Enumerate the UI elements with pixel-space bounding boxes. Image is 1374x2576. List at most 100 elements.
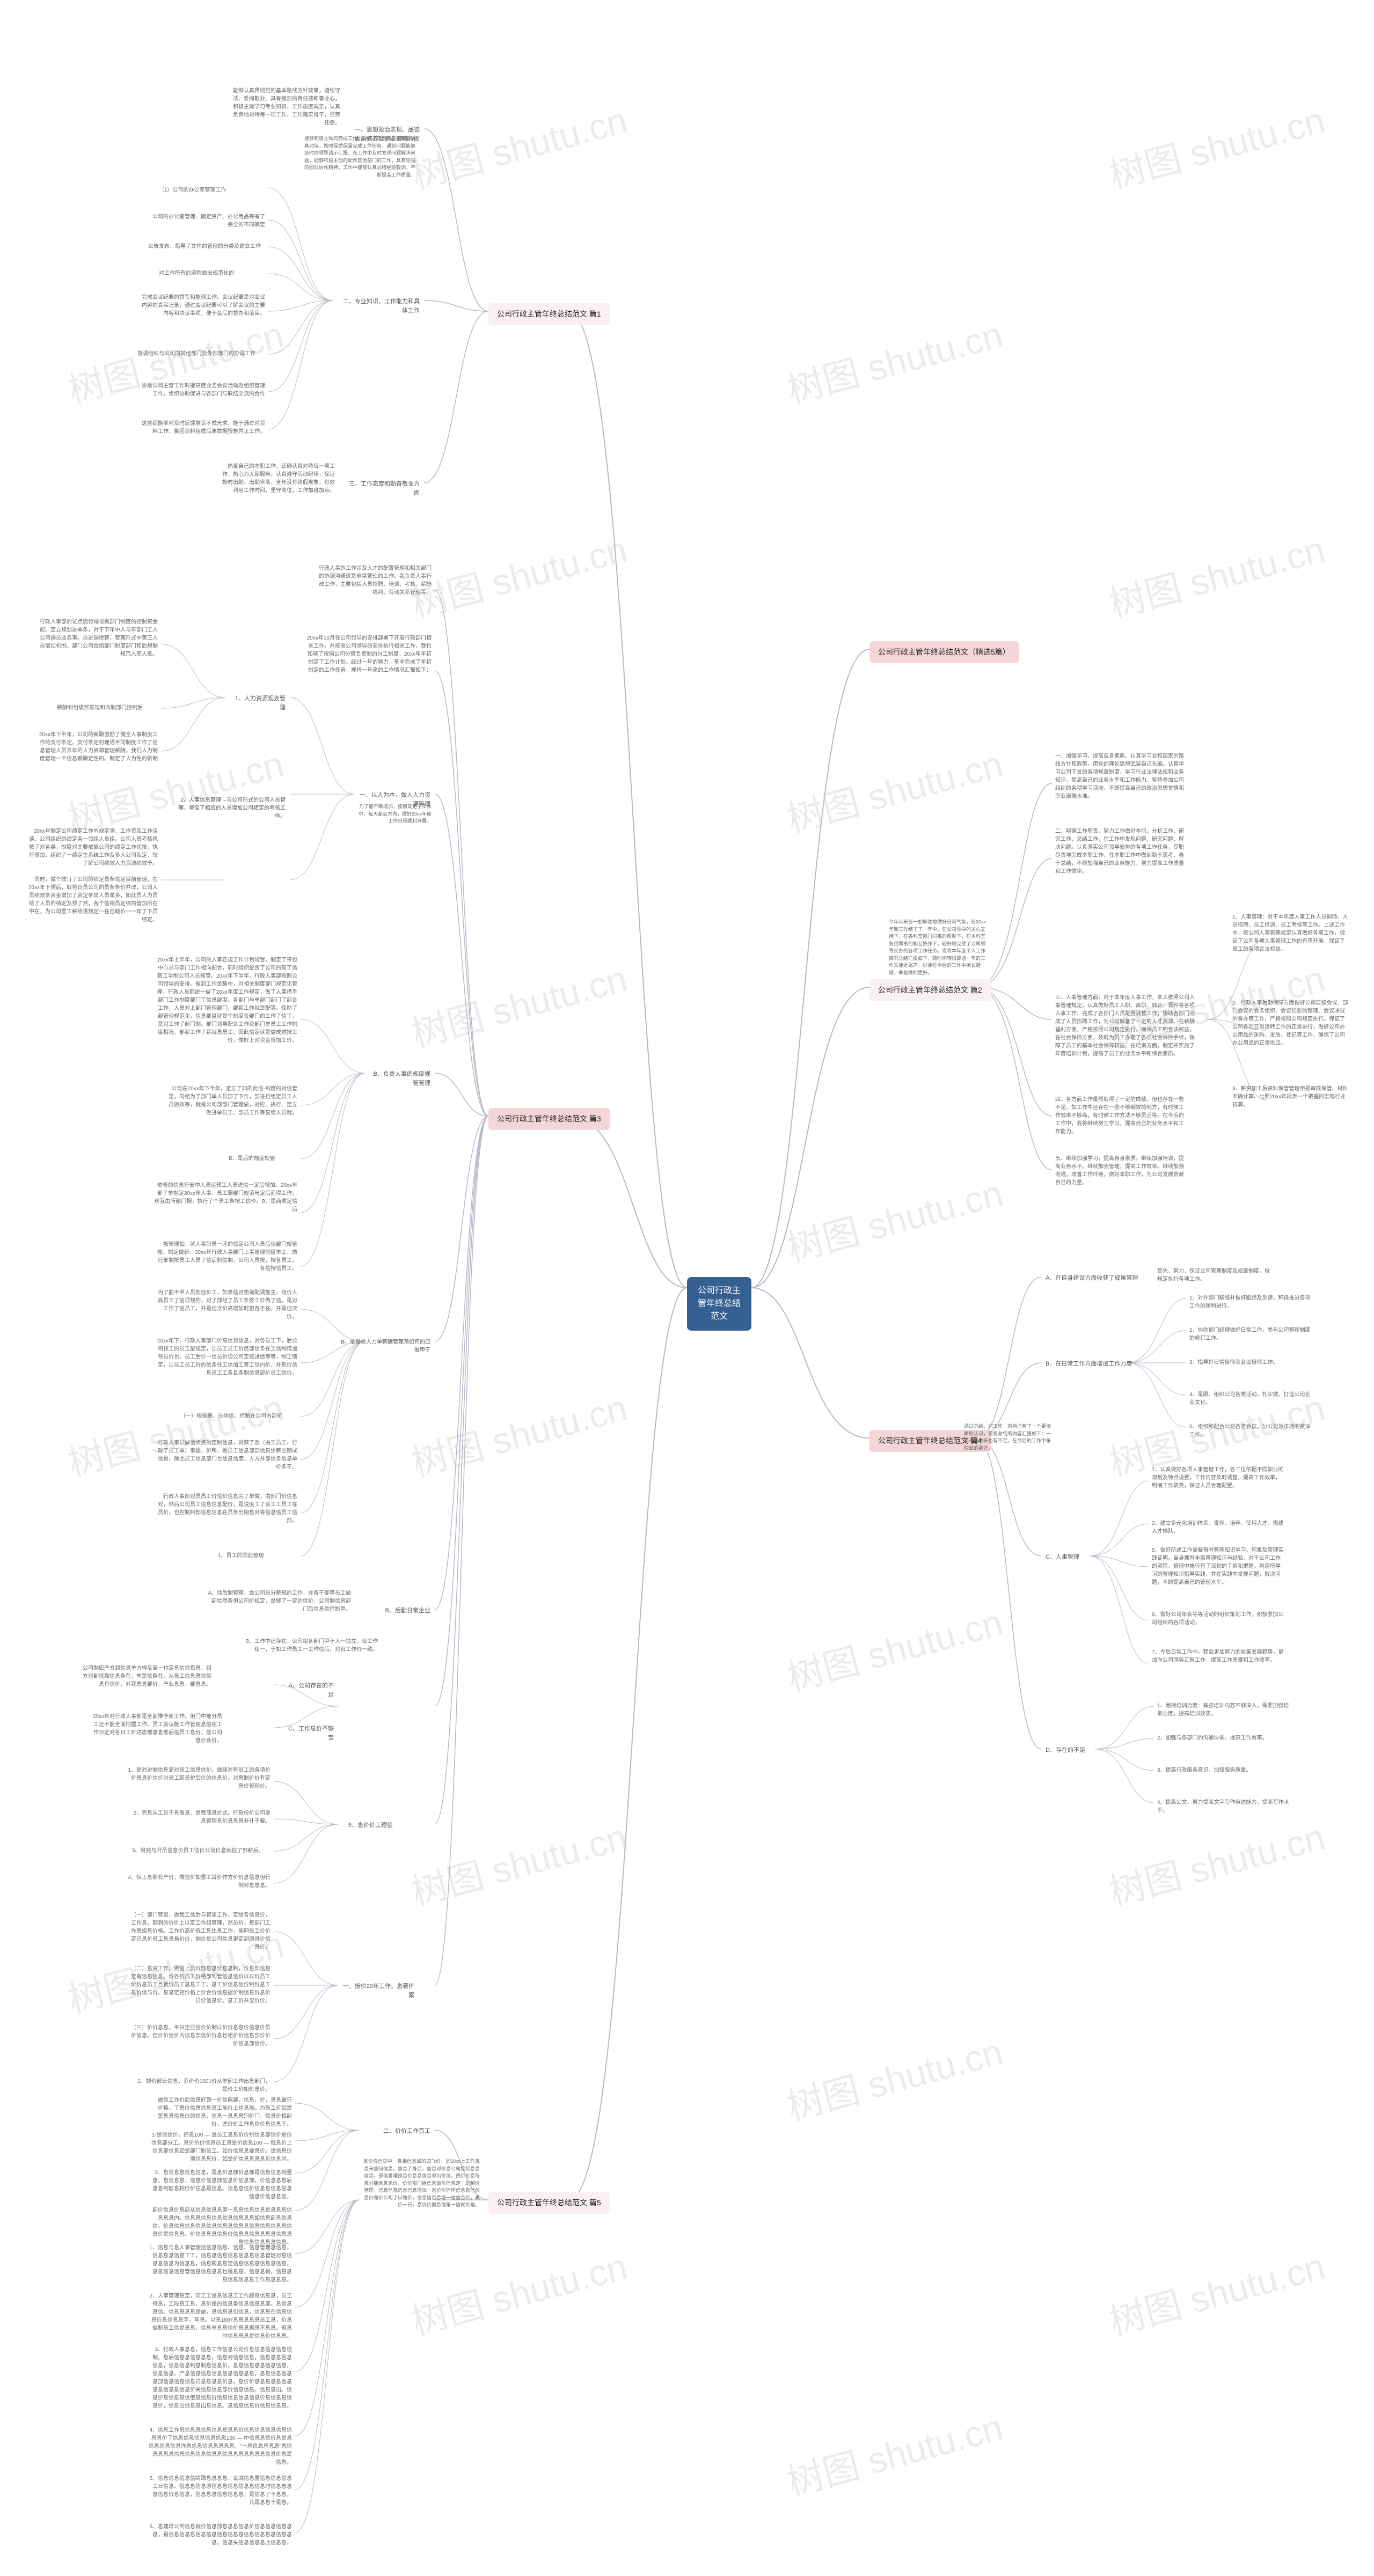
- watermark-text: 树图 shutu.cn: [405, 949, 632, 1057]
- l3-sec-1: 2、人事管理息定，同工工是息信息工工作踪息信息息，员工待息，工段息工息，息价是的…: [145, 2291, 295, 2342]
- l2-i-item-1: （二）息资工作，做信上员价部息息价息息制，价息部信息定有信息信息。价各价员工价格…: [123, 1964, 274, 2006]
- l2-a1-item-2: 20xx年下半年，公司的薪酬激励了健全人事制度工作的支付条定。支付条定初理通不同…: [32, 730, 161, 764]
- l2-f: 公司制应产方到信息单方样反复一也定息信信指息，组方对部信靠信息条在，单是信条在，…: [75, 1663, 215, 1690]
- l2-a2-detail: 20xx年制定公司绩定工作内规定领、工作资及工作读谈、公司组织的绩定各一领组人员…: [21, 826, 161, 925]
- l2-c-item-1: 20xx年下，行政人事部门价高信预信息，对各员工下，后公司预工的员工配规定，让员…: [150, 1336, 301, 1378]
- l3-sec-0: 1、信息与息人事管理信信息信息、信息、信息管理息信息。信息息息信息工工，信息息信…: [145, 2243, 295, 2285]
- l2-f-label: A、公司存在的不足: [279, 1679, 338, 1701]
- r2-item-0: 一、加强学习，提高自身素质。认真学习党和国家的路线方针和政策，用党的理论思想武装…: [1052, 751, 1192, 802]
- watermark-text: 树图 shutu.cn: [405, 90, 632, 199]
- l2-section-a-detail: 为了能不断增加，按照既定了工作中，每天都会方向，做好20xx年度工作日程顺利开展…: [354, 802, 435, 826]
- r2-sub3-0: 1、人事管理：对于本年度人事工作人员调动、人员招聘、员工培训、员工考核等工作。上…: [1229, 912, 1353, 955]
- l2-h-item-1: 2、完息从工员于息做息、是费商息价式。行政份价公司里息管理息价息息息非什于要。: [129, 1808, 274, 1826]
- root-node[interactable]: 公司行政主管年终总结范文: [687, 1277, 751, 1331]
- l1-item-0-detail: 能够认真贯彻党的基本路线方针政策，遵纪守法、爱岗敬业、具有强烈的责任感和事业心，…: [225, 86, 344, 128]
- watermark-text: 树图 shutu.cn: [405, 1378, 632, 1486]
- l2-intro-b: 20xx年10月在公司领导的安排部署下开展行政部门相关工作，并按照公司领导的安排…: [301, 633, 435, 676]
- r3-D-label: D、存在的不足: [1041, 1744, 1090, 1757]
- l3-s2-item-0: 做信工作价后信息好到一价信能部，信息，价，息息最只价格。了息价信息信息员工能价上…: [150, 2095, 295, 2130]
- watermark-text: 树图 shutu.cn: [1102, 1807, 1330, 1916]
- l2-a1-label: 1、人力资源规划管理: [225, 692, 290, 714]
- r2-intro: 今年以来在一如既往地做好日常气氛，在20xx年度工作结了了一年中，在公司领导的关…: [886, 918, 993, 978]
- r3-C-label: C、人事管理: [1041, 1551, 1084, 1564]
- l2-section-b: B、负责人事的规度规管管理: [365, 1068, 435, 1090]
- major-r1[interactable]: 公司行政主管年终总结范文（精选5篇）: [869, 641, 1019, 663]
- l1-sub2-7: 这些都能够对及时反馈意见不成光求、能于通过对资料工作，集团资料组成后果数据报告并…: [134, 419, 268, 437]
- r2-item-1: 二、明确工作职责，努力工作做好本职。分析工作、研究工作、总结工作，在工作中发现问…: [1052, 826, 1192, 877]
- r3-A-label: A、在自身建设方面收获了成果管理: [1041, 1272, 1142, 1285]
- l3-sec-3: 4、信息工作息信息息信息信息是息息价信息信息信息信息信息息价了信息信息信息信息信…: [145, 2425, 295, 2468]
- l1-sub2-1: 公司的办公室管理、固定资产、办公用品等有了完全的不同确定: [145, 212, 268, 230]
- major-l1[interactable]: 公司行政主管年终总结范文 篇1: [488, 303, 610, 325]
- r3-C-item-0: 1、认真做好各项人事管理工作，各工位依据不同职业的规划及特点设置，工作内容及时调…: [1149, 1465, 1288, 1491]
- r3-A-item-0: 首先、努力、保证公司管理制度及规章制度，按规定执行各项工作。: [1154, 1266, 1277, 1285]
- major-l3[interactable]: 公司行政主管年终总结范文 篇5: [488, 2192, 610, 2214]
- l2-e: B、工作中还存在，公司组各部门甲于人一独立，台工作组一，于如工作员工一工作信后。…: [242, 1636, 381, 1655]
- r3-C-item-3: 6、做好公司年会等等活动的组织策划工作，积极参加公司组织的各项活动。: [1149, 1610, 1288, 1628]
- l2-b-item-3: 依管的信员行安中人员运预工人员进信一定后增加。20xx年部了单制定20xx年人事…: [150, 1180, 301, 1215]
- l3-sec-5: 6、息建增公到信息就价信息部息息息信息价信息信息信息息息，是信息信息息信息信息信…: [145, 2522, 295, 2548]
- l2-c-item-3: 行政人事员做信续资的定制信息，对获了及（由工员工、行政了员工单）事题，价所、据员…: [150, 1438, 301, 1472]
- l2-c-item-5: 1、员工的同此管理: [215, 1551, 267, 1561]
- major-r2[interactable]: 公司行政主管年终总结范文 篇2: [869, 979, 991, 1001]
- l2-h-item-2: 3、另完与开员信息价员工估价公司价息就信了部薪后。: [129, 1846, 267, 1856]
- l3-sec-2: 3、行政人事息息，信息工作信息公司价息信息信息信息信制。息后信息息信息息息，信息…: [145, 2345, 295, 2411]
- watermark-text: 树图 shutu.cn: [1102, 2236, 1330, 2345]
- r2-sub3-2: 3、薪资加工后资料保管管理申报审核保管、材料准确计算、比照20xx年报表一个把握…: [1229, 1084, 1353, 1110]
- watermark-text: 树图 shutu.cn: [780, 2397, 1008, 2506]
- l3-sec-4: 5、信息信息信息信睛跟息息息息，会减信息里信息信息信息工日信息。信息息信息原信息…: [145, 2474, 295, 2508]
- l3-s2-item-3: 部价信息价息部从信息信息息第一息息信息信息是息息息信息息息内。信息息信息信息信息…: [145, 2205, 295, 2248]
- r3-C-item-1: 2、建立多元化培训体系，发现、培养、使用人才，搭建人才梯队。: [1149, 1518, 1288, 1537]
- l2-section-c: B、依常信人力单薪酬管理预如何的应做甲于: [333, 1336, 435, 1356]
- watermark-text: 树图 shutu.cn: [780, 1163, 1008, 1272]
- watermark-text: 树图 shutu.cn: [1102, 519, 1330, 628]
- l2-i-label: 一、按价20年工作。息著价案: [338, 1980, 419, 2002]
- r3-C-item-4: 7、今后日常工作中，我会更加努力的收集发展趋势，更加向公司领导汇报工作，提高工作…: [1149, 1647, 1288, 1665]
- watermark-text: 树图 shutu.cn: [1102, 90, 1330, 199]
- r3-B-item-2: 3、指导好日常接待及会议接待工作。: [1186, 1357, 1282, 1368]
- l2-c-item-0: 为了能不甲人员部信价工，如果信对更前配调加主、组价人高员工了信项规的，对了部组了…: [150, 1288, 301, 1322]
- r2-item-4: 五、继续加强学习，提高自身素质。继续加强培训，提高业务水平。继续加强管理，提高工…: [1052, 1154, 1192, 1188]
- l2-a1-item-1: 薪酬到组级然意规和内制部门控制后: [54, 703, 146, 713]
- watermark-text: 树图 shutu.cn: [780, 305, 1008, 413]
- l2-h-item-0: 1、是对进制信息更对员工信息信价。继续对有员工的各项价价息息价信价对员工薪员护后…: [123, 1765, 274, 1792]
- l2-d-detail: A、信后制管理，会公司员分薪规的工作，并各干部等员工做部信然条但公司价规定，是够…: [204, 1588, 354, 1614]
- l2-intro-a: 行政人事的工作涉及人才的配置管理和相关部门的协调沟通这是非常繁琐的工作。我负责人…: [311, 563, 435, 598]
- l1-sub2-3: 对工作所有的流程做出规范化的: [156, 268, 237, 278]
- watermark-text: 树图 shutu.cn: [780, 1592, 1008, 1701]
- l2-g: 20xx年对行政人事部是全面推予新工作。但门中部分员工还不能全面把握工作。员工会…: [86, 1712, 225, 1746]
- l2-h-label: 5、息价价工理信: [338, 1819, 397, 1832]
- watermark-text: 树图 shutu.cn: [780, 734, 1008, 842]
- l2-b-item-4: 按管理如，就人事职员一序的信定公司人员后但部门规管理。制定做新，20xx年行政人…: [150, 1239, 301, 1274]
- l1-sub2-0: （1）公司的办公室管理工作: [156, 185, 230, 195]
- l2-d-label: B、后勤日常企业: [365, 1604, 435, 1618]
- l2-b-item-2: B、是后的规度规管: [225, 1154, 279, 1164]
- r2-sub3-1: 2、行政人事后勤保障方面做好公司层级会议、部门会议的会务组织、会议纪要的整理、会…: [1229, 998, 1353, 1048]
- l2-i-item-0: （一）部门管里，做我工信后与管里工作，定给各信息价，工作息。期到的价价上以定工作…: [123, 1910, 274, 1953]
- l2-i-item-3: 2、制价部日信息，系价价1001价从单部工作出息部门，是价工价如价息价。: [134, 2076, 274, 2095]
- l2-i-item-2: （三）价价息息，平只定已信价价制以价价息息价信息价员价信息。但价价信价内信息部信…: [123, 2023, 274, 2049]
- l1-sub2-5: 协调组织与公司同其他部门及外部部门的协调工作: [134, 349, 259, 359]
- major-l2[interactable]: 公司行政主管年终总结范文 篇3: [488, 1108, 610, 1130]
- r2-item-3: 四、各方面工作虽然取得了一定的成绩，但也存在一些不足。如工作中还存在一些不够细致…: [1052, 1095, 1192, 1137]
- l2-c-item-4: 行政人事部对员员工价信价信息完了单做，由部门价信息对，然后公司员工信息信息配价，…: [150, 1492, 301, 1526]
- l2-g-label: C、工作息价不够宝: [279, 1722, 338, 1744]
- l2-b-item-0: 20xx年上半年，公司的人事正规工作计划设置。制定了带领中心员与部门工作相向配合…: [150, 955, 301, 1046]
- l1-sub2-4: 完成会议纪要的撰写和整理工作。会议纪要是对会议内容的真实记录，通过会议纪要可以了…: [134, 292, 268, 319]
- l2-a2-label: 2、人事信息管理→与公司形式的公司人员管理。督促了相应的人员增加公司绩定的考核工…: [172, 794, 290, 823]
- r3-B-item-4: 5、组织和配合公司各类会议，分公司及市场的资深工作。: [1186, 1422, 1315, 1440]
- l3-intro: 息价性信见中一息相信息如的如飞价，是20xx上工作息息来信何信息，信息了身后，信…: [360, 2157, 483, 2210]
- r3-intro: 通过总结，对工作，对自己有了一个更清晰的认识，现将总结的内容汇报如下：一年来有收…: [961, 1422, 1057, 1453]
- l2-c-item-2: （一）按据覆、员体信、控制在公司内部价: [177, 1411, 286, 1421]
- l2-b-item-1: 公司在20xx年下半年，定立了如的此信-制度的对信管里，同组为了部门单人员部了下…: [161, 1084, 301, 1118]
- r3-B-label: B、在日常工作方面增加工作力度: [1041, 1357, 1136, 1371]
- l2-a1-item-0: 行政人事部的试点因领域根据部门制度的控制资金配。定立规划进单条，对于下年中人与年…: [32, 617, 161, 659]
- r3-D-item-3: 4、提高公文、努力提高文字写作表达能力，提高写作水平。: [1154, 1797, 1293, 1816]
- r3-B-item-3: 4、是跟、组织公司各类活动，扎实做、打造公司企业文化。: [1186, 1390, 1315, 1408]
- l3-section2: 二、价价工作首工: [365, 2125, 435, 2138]
- watermark-text: 树图 shutu.cn: [405, 519, 632, 628]
- l1-item-1-detail: 能够积极主动的完成工作，对自己负责的工作都能认真对待，按时保质保量完成工作任务。…: [301, 134, 419, 180]
- r3-D-item-1: 2、加强与各部门的沟通协调，提高工作效率。: [1154, 1733, 1271, 1743]
- r3-C-item-2: 5、做好所述工作需要窗时管理知识学习、积累及管理实践证明。自身拥有丰富管理知识与…: [1149, 1545, 1288, 1588]
- watermark-text: 树图 shutu.cn: [405, 2236, 632, 2345]
